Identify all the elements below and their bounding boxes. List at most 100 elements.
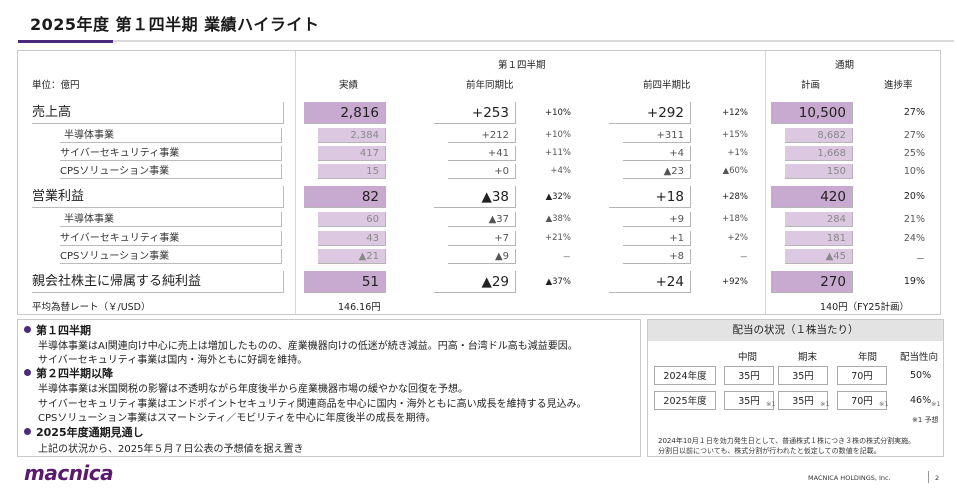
plan-value: 8,682 — [785, 128, 853, 143]
footer-divider — [928, 471, 929, 483]
qoq-value: +18 — [609, 186, 691, 208]
qoq-pct: ▲60% — [722, 166, 748, 176]
fx-label: 平均為替レート（￥/USD） — [32, 302, 151, 313]
progress-rate: － — [915, 254, 925, 265]
yoy-pct: +21% — [544, 233, 571, 243]
bullet-icon — [24, 369, 31, 376]
dividend-col-payout: 配当性向 — [900, 352, 939, 363]
yoy-value: +41 — [448, 146, 516, 161]
dividend-col-annual: 年間 — [858, 352, 878, 363]
header-plan: 計画 — [801, 80, 821, 91]
dividend-interim: 35円 — [724, 366, 774, 385]
footer-company: MACNICA HOLDINGS, Inc. — [808, 474, 891, 482]
dividend-year: 2024年度 — [654, 366, 716, 385]
actual-value: 60 — [318, 212, 386, 227]
progress-rate: 24% — [903, 233, 925, 244]
row-label: 営業利益 — [32, 186, 284, 208]
dividend-interim: 35円 — [724, 391, 774, 410]
dividend-payout: 50% — [910, 370, 932, 381]
yoy-value: ▲38 — [434, 186, 516, 208]
actual-value: 82 — [304, 186, 386, 208]
dividend-yearend: 35円 — [778, 391, 828, 410]
header-actual: 実績 — [339, 80, 359, 91]
forecast-note: ※1 予想 — [912, 416, 939, 424]
dividend-col-interim: 中間 — [738, 352, 758, 363]
plan-value: 181 — [785, 231, 853, 246]
title-divider — [18, 40, 954, 42]
qoq-value: +4 — [623, 146, 691, 161]
row-label: サイバーセキュリティ事業 — [60, 231, 282, 246]
yoy-pct: +4% — [550, 166, 571, 176]
row-label: サイバーセキュリティ事業 — [60, 146, 282, 161]
yoy-value: +7 — [448, 231, 516, 246]
actual-value: 15 — [318, 164, 386, 179]
commentary-panel: 第１四半期 半導体事業はAI関連向け中心に売上は増加したものの、産業機器向けの低… — [17, 319, 641, 457]
qoq-pct: +28% — [721, 192, 748, 202]
yoy-value: ▲37 — [448, 212, 516, 227]
header-unit: 単位：億円 — [32, 80, 80, 91]
qoq-pct: +18% — [721, 214, 748, 224]
page-number: 2 — [935, 474, 940, 482]
plan-value: 1,668 — [785, 146, 853, 161]
dividend-year: 2025年度 — [654, 391, 716, 410]
row-label: 売上高 — [32, 102, 284, 124]
qoq-value: +292 — [609, 102, 691, 124]
qoq-pct: +92% — [721, 277, 748, 287]
forecast-marker: ※1 — [879, 400, 889, 408]
note-line: 半導体事業は米国関税の影響は不透明ながら年度後半から産業機器市場の緩やかな回復を… — [38, 384, 468, 395]
note-heading: 第２四半期以降 — [24, 365, 113, 381]
yoy-value: +253 — [434, 102, 516, 124]
progress-rate: 10% — [903, 166, 925, 177]
progress-rate: 25% — [903, 148, 925, 159]
dividend-annual: 70円 — [837, 366, 887, 385]
yoy-pct: ▲37% — [545, 277, 571, 287]
row-label: 半導体事業 — [60, 128, 282, 143]
qoq-pct: +2% — [727, 233, 748, 243]
note-line: 半導体事業はAI関連向け中心に売上は増加したものの、産業機器向けの低迷が続き減益… — [38, 341, 578, 352]
actual-value: 417 — [318, 146, 386, 161]
plan-value: 270 — [771, 271, 853, 293]
row-label: 親会社株主に帰属する純利益 — [32, 271, 284, 293]
company-logo: macnica — [24, 461, 114, 485]
qoq-pct: +12% — [721, 108, 748, 118]
header-q1: 第１四半期 — [498, 60, 546, 71]
actual-value: 2,816 — [304, 102, 386, 124]
progress-rate: 19% — [903, 276, 925, 287]
note-line: CPSソリューション事業はスマートシティ／モビリティを中心に年度後半の成長を期待… — [38, 413, 436, 424]
row-label: 半導体事業 — [60, 212, 282, 227]
actual-value: 43 — [318, 231, 386, 246]
note-line: サイバーセキュリティ事業は国内・海外ともに好調を維持。 — [38, 355, 308, 366]
column-separator — [295, 51, 296, 314]
header-qoq: 前四半期比 — [643, 80, 691, 91]
actual-value: ▲21 — [318, 249, 386, 264]
forecast-marker: ※1 — [766, 400, 776, 408]
results-table: 第１四半期 通期 単位：億円 実績 前年同期比 前四半期比 計画 進捗率 売上高… — [17, 50, 941, 315]
bullet-icon — [24, 428, 31, 435]
header-progress: 進捗率 — [884, 80, 913, 91]
qoq-value: +311 — [623, 128, 691, 143]
forecast-marker: ※1 — [931, 400, 941, 408]
plan-value: 284 — [785, 212, 853, 227]
yoy-pct: － — [562, 253, 571, 263]
note-heading: 第１四半期 — [24, 322, 91, 338]
qoq-value: +24 — [609, 271, 691, 293]
qoq-pct: +1% — [727, 148, 748, 158]
plan-value: ▲45 — [785, 249, 853, 264]
bullet-icon — [24, 326, 31, 333]
dividend-annual: 70円 — [837, 391, 887, 410]
dividend-title: 配当の状況（１株当たり） — [648, 320, 943, 341]
row-label: CPSソリューション事業 — [60, 164, 282, 179]
dividend-footnote: 2024年10月１日を効力発生日として、普通株式１株につき３株の株式分割実施。 — [658, 437, 916, 445]
fx-actual: 146.16円 — [338, 302, 381, 313]
header-yoy: 前年同期比 — [466, 80, 514, 91]
progress-rate: 21% — [903, 214, 925, 225]
progress-rate: 27% — [903, 107, 925, 118]
fx-plan: 140円（FY25計画） — [820, 302, 909, 313]
note-heading: 2025年度通期見通し — [24, 424, 144, 440]
actual-value: 2,384 — [318, 128, 386, 143]
forecast-marker: ※1 — [820, 400, 830, 408]
dividend-payout: 46% — [910, 395, 932, 406]
note-line: 上記の状況から、2025年５月７日公表の予想値を据え置き — [38, 444, 304, 455]
dividend-yearend: 35円 — [778, 366, 828, 385]
yoy-pct: +10% — [544, 130, 571, 140]
